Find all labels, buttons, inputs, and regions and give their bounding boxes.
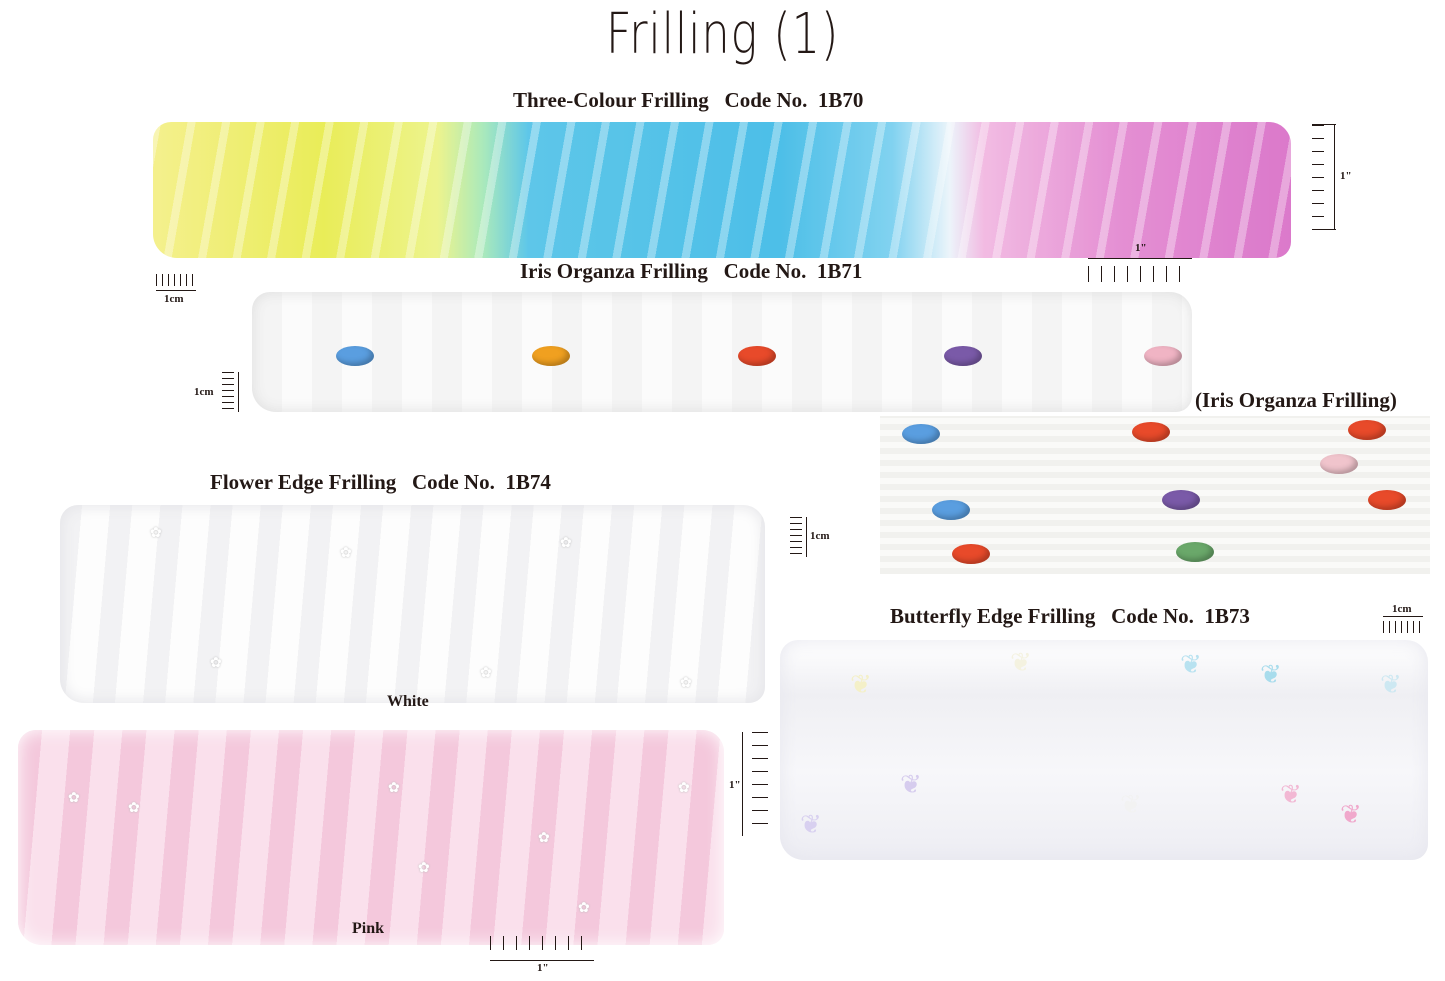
inch-label: 1" [1135,242,1147,254]
iris-organza-closeup-image [880,416,1430,574]
cm-label: 1cm [164,293,184,305]
three-colour-frilling-image [153,122,1291,258]
cm-scale-vertical [790,517,802,557]
inch-scale-horizontal [1088,258,1192,259]
cm-label: 1cm [810,530,830,542]
inch-label: 1" [1340,170,1352,182]
flower-edge-frilling-white-image: ✿ ✿ ✿ ✿ ✿ ✿ [60,505,765,703]
bead-orange [532,346,570,366]
product-heading-1b71: Iris Organza Frilling Code No. 1B71 [520,259,863,283]
product-heading-1b70: Three-Colour Frilling Code No. 1B70 [513,88,864,112]
bead-blue [336,346,374,366]
variant-label-white: White [387,693,429,710]
cm-label: 1cm [194,386,214,398]
inch-scale-horizontal [490,936,594,950]
page-title: Frilling (1) [605,2,840,67]
cm-label: 1cm [1392,603,1412,615]
butterfly-edge-frilling-image: ❦ ❦ ❦ ❦ ❦ ❦ ❦ ❦ ❦ ❦ [780,640,1428,860]
bead-red [738,346,776,366]
bead-pink [1144,346,1182,366]
cm-scale-horizontal [156,274,196,286]
inch-label: 1" [729,779,741,791]
variant-label-pink: Pink [352,920,385,937]
inch-label: 1" [537,962,549,974]
product-heading-1b73: Butterfly Edge Frilling Code No. 1B73 [890,604,1250,628]
inch-scale-vertical [1312,124,1336,230]
cm-scale-vertical [222,372,234,412]
bead-purple [944,346,982,366]
cm-scale-horizontal [1383,616,1423,617]
flower-edge-frilling-pink-image: ✿ ✿ ✿ ✿ ✿ ✿ ✿ [18,730,724,945]
product-heading-1b74: Flower Edge Frilling Code No. 1B74 [210,470,551,494]
iris-organza-frilling-image [252,292,1192,412]
closeup-caption: (Iris Organza Frilling) [1195,388,1397,412]
inch-scale-vertical [742,732,743,836]
